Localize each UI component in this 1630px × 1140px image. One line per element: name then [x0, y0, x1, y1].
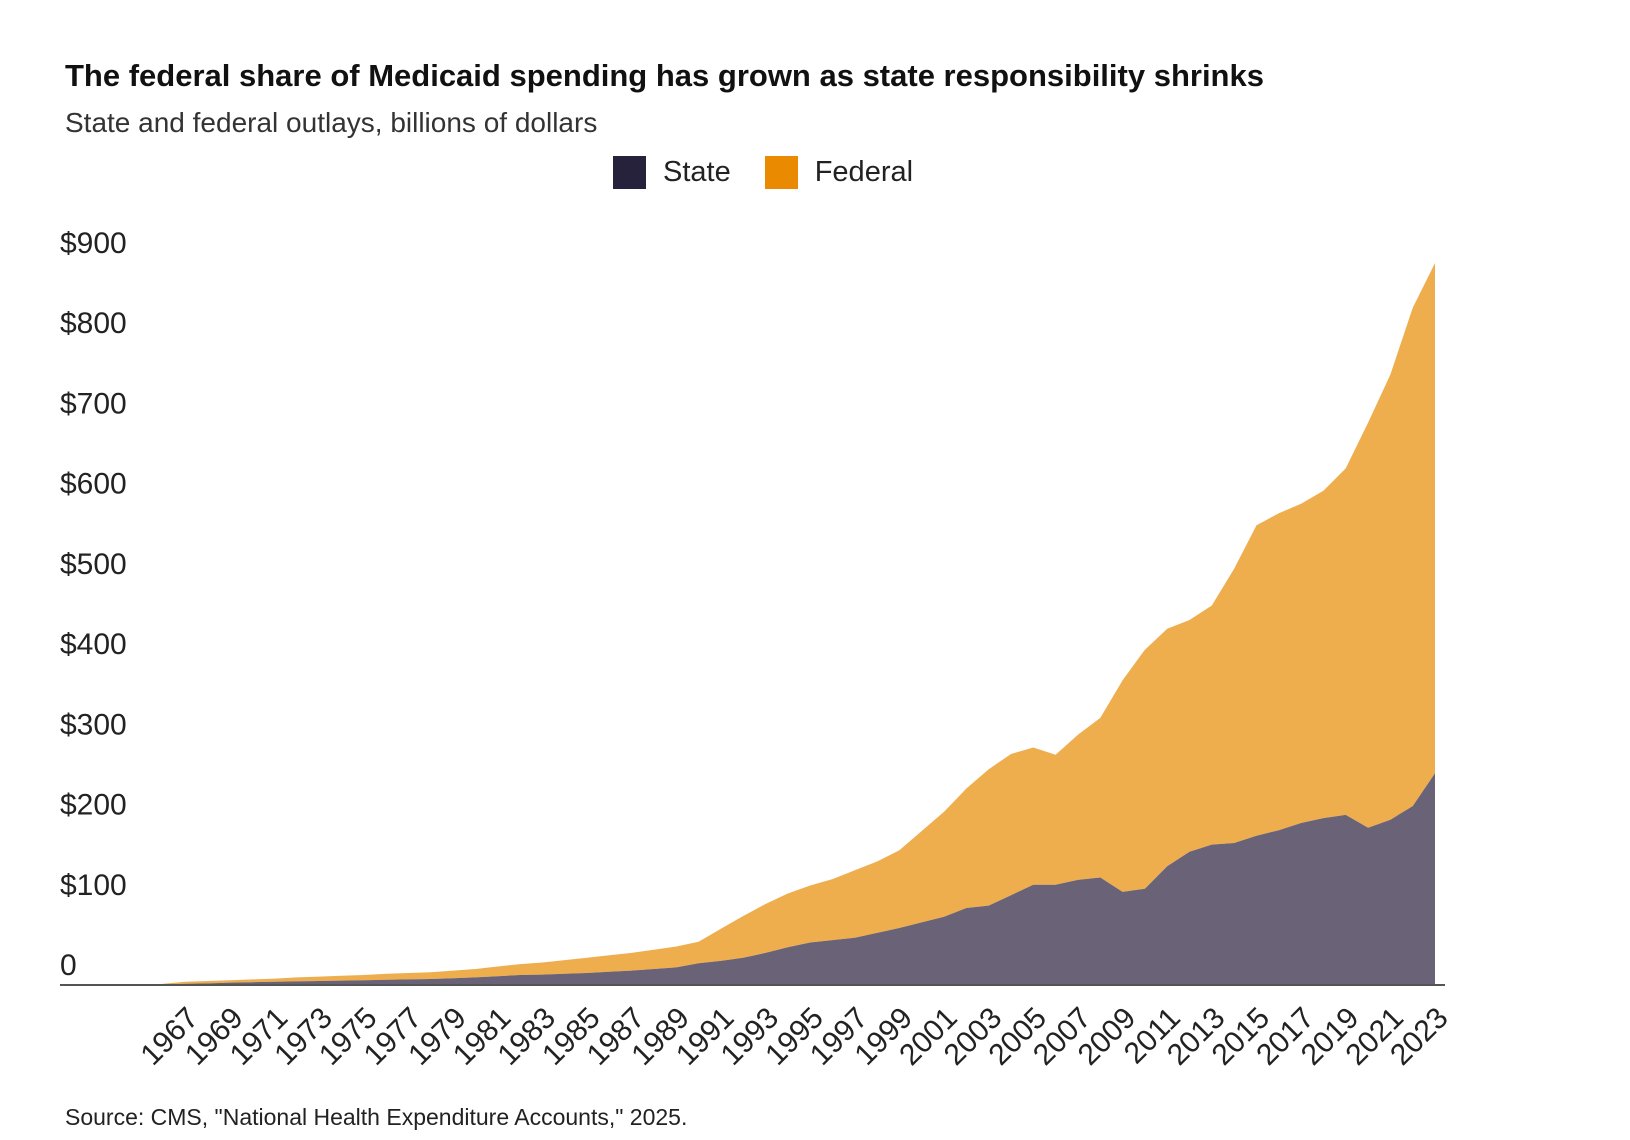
legend-swatch-federal — [764, 156, 798, 189]
chart-subtitle: State and federal outlays, billions of d… — [65, 107, 598, 138]
legend-item-federal: Federal — [764, 156, 914, 189]
source-note: Source: CMS, "National Health Expenditur… — [65, 1104, 688, 1130]
chart-title: The federal share of Medicaid spending h… — [65, 58, 1264, 93]
federal-area — [163, 263, 1435, 985]
y-tick-label: 0 — [60, 949, 77, 982]
legend-swatch-state — [613, 156, 646, 189]
state-area — [163, 773, 1435, 985]
legend-label-federal: Federal — [814, 156, 914, 188]
y-tick-label: $500 — [60, 548, 127, 581]
y-tick-label: $300 — [60, 708, 127, 741]
legend-label-state: State — [663, 156, 731, 188]
legend-item-state: State — [613, 156, 731, 189]
y-tick-label: $700 — [60, 387, 127, 420]
y-tick-label: $200 — [60, 789, 127, 822]
legend: State Federal — [613, 156, 947, 189]
y-tick-label: $400 — [60, 628, 127, 661]
y-tick-label: $800 — [60, 307, 127, 340]
y-tick-label: $900 — [60, 227, 127, 260]
y-tick-label: $100 — [60, 869, 127, 902]
y-tick-label: $600 — [60, 468, 127, 501]
